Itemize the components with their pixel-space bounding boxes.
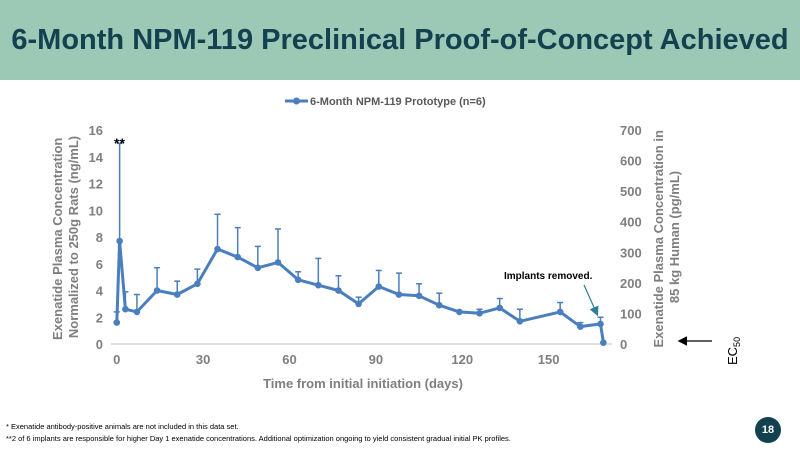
series-point — [315, 281, 322, 289]
annotation-double-asterisk: ** — [114, 135, 125, 151]
x-tick-label: 0 — [113, 352, 120, 367]
footnote-2: **2 of 6 implants are responsible for hi… — [6, 434, 511, 443]
series-point — [335, 287, 342, 294]
y2-tick-label: 300 — [620, 245, 642, 260]
slide-title: 6-Month NPM-119 Preclinical Proof-of-Con… — [11, 24, 789, 56]
series-point — [435, 301, 443, 309]
y-tick-label: 2 — [96, 310, 103, 325]
x-axis-title: Time from initial initiation (days) — [263, 376, 463, 391]
title-band — [0, 0, 800, 80]
page-number-badge: 18 — [755, 417, 781, 443]
x-axis: 0 30 60 90 120 150 — [113, 352, 559, 367]
legend-point-marker — [293, 97, 300, 105]
series-point — [516, 317, 524, 325]
series-point — [355, 300, 362, 308]
series-point — [122, 305, 129, 313]
error-bars — [113, 142, 604, 327]
y-tick-label: 14 — [89, 150, 104, 165]
series-point — [214, 245, 221, 253]
y2-tick-label: 600 — [620, 154, 642, 169]
y-tick-label: 10 — [89, 203, 103, 218]
x-tick-label: 90 — [369, 352, 383, 367]
y-tick-label: 6 — [96, 257, 103, 272]
y2-tick-label: 100 — [620, 306, 642, 321]
chart: 6-Month NPM-119 Prototype (n=6) 0 2 4 6 8 10 1… — [50, 96, 742, 391]
legend: 6-Month NPM-119 Prototype (n=6) — [285, 96, 486, 108]
series-point — [375, 283, 383, 290]
series-point — [113, 319, 121, 326]
x-tick-label: 30 — [196, 352, 210, 367]
series-point — [395, 291, 403, 298]
y-axis-right: 0 100 200 300 400 500 600 700 — [620, 123, 642, 352]
annotation-implants-arrow — [583, 284, 599, 317]
y-tick-label: 8 — [96, 230, 103, 245]
y-tick-label: 16 — [89, 123, 103, 138]
x-tick-label: 60 — [282, 352, 296, 367]
series-point — [194, 280, 201, 288]
series-point — [153, 287, 161, 294]
y-axis-title-left: Exenatide Plasma Concentration Normalize… — [50, 134, 81, 340]
series-line — [115, 239, 605, 343]
y-axis-title-right-line-2: 85 kg Human (pg/mL) — [667, 171, 682, 303]
series-point — [254, 264, 262, 272]
series-point — [173, 291, 181, 298]
series-point — [600, 339, 607, 346]
ec50-label: EC50 — [725, 337, 742, 365]
series-point — [476, 309, 483, 317]
series-point — [577, 323, 584, 330]
y-axis-left: 0 2 4 6 8 10 12 14 16 — [89, 123, 104, 352]
y-tick-label: 12 — [89, 177, 103, 192]
x-tick-label: 120 — [451, 352, 473, 367]
series-point — [294, 276, 302, 284]
y-axis-title-left-line-2: Normalized to 250g Rats (ng/mL) — [66, 136, 81, 338]
y2-tick-label: 700 — [620, 123, 642, 138]
ec50-label-subscript: 50 — [732, 337, 742, 347]
series-point — [133, 308, 141, 316]
y2-tick-label: 200 — [620, 276, 642, 291]
ec50-label-main: EC — [725, 347, 740, 365]
y2-tick-label: 500 — [620, 184, 642, 199]
series-points — [113, 237, 607, 346]
annotation-implants-removed: Implants removed. — [504, 271, 593, 282]
y-tick-label: 0 — [96, 337, 103, 352]
series-point — [415, 292, 423, 300]
y2-tick-label: 400 — [620, 215, 642, 230]
y-axis-title-right-line-1: Exenatide Plasma Concentration in — [651, 130, 666, 348]
footnote-1: * Exenatide antibody-positive animals ar… — [6, 422, 239, 431]
y-axis-title-right: Exenatide Plasma Concentration in 85 kg … — [651, 126, 682, 347]
y2-tick-label: 0 — [620, 337, 627, 352]
series-point — [556, 308, 564, 316]
y-axis-title-left-line-1: Exenatide Plasma Concentration — [50, 138, 65, 340]
series-point — [597, 320, 604, 328]
x-tick-label: 150 — [538, 352, 560, 367]
legend-label: 6-Month NPM-119 Prototype (n=6) — [310, 96, 486, 108]
series-point — [496, 304, 504, 312]
series-point — [274, 259, 282, 266]
y-tick-label: 4 — [96, 284, 104, 299]
series-point — [116, 237, 123, 245]
series-point — [456, 308, 463, 316]
series-point — [234, 253, 241, 261]
